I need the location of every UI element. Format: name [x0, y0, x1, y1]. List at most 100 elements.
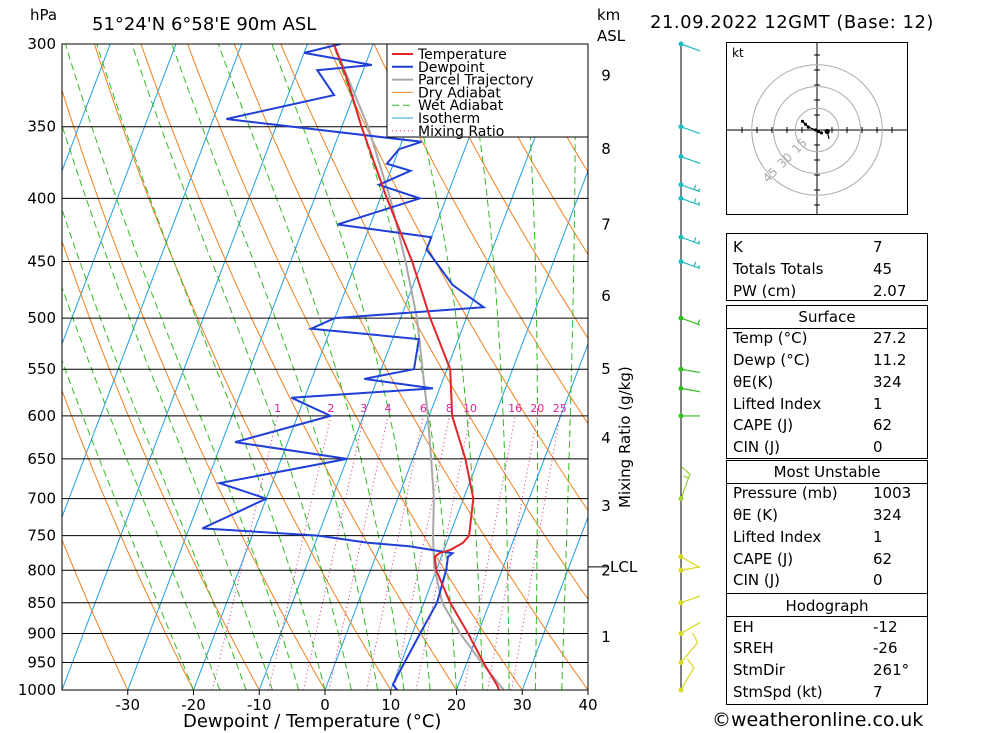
- plot-frame: [61, 43, 589, 691]
- mu-cin-value: 0: [873, 571, 883, 589]
- km-tick-label: 4: [601, 429, 611, 447]
- isotherm-line: [127, 44, 374, 690]
- wind-barb: [678, 315, 700, 326]
- isotherm-line: [324, 44, 571, 690]
- isotherm-line: [521, 515, 588, 690]
- pressure-tick-label: 300: [27, 35, 56, 53]
- wind-barb-flag: [697, 187, 700, 192]
- stmdir-label: StmDir: [733, 661, 785, 679]
- wind-barb-shaft: [680, 642, 699, 663]
- hodograph-point: [819, 131, 823, 135]
- mixing-ratio-line: [415, 415, 471, 690]
- hodograph-stats-panel: Hodograph EH -12 SREH -26 StmDir 261° StmSp…: [726, 593, 928, 705]
- wind-barb: [678, 154, 700, 165]
- mu-thetae-value: 324: [873, 506, 902, 524]
- wind-barb: [678, 234, 700, 245]
- pressure-tick-label: 650: [27, 450, 56, 468]
- mixing-ratio-line: [487, 415, 538, 690]
- hodograph-point: [803, 122, 807, 126]
- pw-value: 2.07: [873, 282, 907, 300]
- x-tick-label: 10: [381, 696, 400, 714]
- km-tick-label: 3: [601, 497, 611, 515]
- wind-barb-shaft: [680, 621, 700, 634]
- totals-totals-value: 45: [873, 260, 893, 278]
- wind-barb-flag: [697, 201, 700, 205]
- surface-temp-value: 27.2: [873, 329, 907, 347]
- wet-adiabat-line: [62, 123, 273, 690]
- dry-adiabat-line: [373, 44, 588, 425]
- wet-adiabat-line: [65, 44, 300, 690]
- pressure-tick-label: 500: [27, 309, 56, 327]
- pressure-tick-label: 350: [27, 118, 56, 136]
- pressure-tick-label: 950: [27, 653, 56, 671]
- hodograph-panel-title: Hodograph: [785, 597, 869, 615]
- wind-barb: [678, 182, 700, 193]
- parcel-trajectory-line: [332, 44, 505, 690]
- surface-cin-value: 0: [873, 438, 883, 456]
- mu-li-value: 1: [873, 528, 883, 546]
- mixing-ratio-line: [302, 415, 365, 690]
- surface-li-value: 1: [873, 395, 883, 413]
- pressure-tick-label: 450: [27, 253, 56, 271]
- isotherm-line: [62, 44, 177, 346]
- wind-barb: [678, 366, 700, 374]
- wind-barb: [678, 195, 700, 206]
- mu-pressure-label: Pressure (mb): [733, 484, 838, 502]
- dry-adiabat-line: [62, 88, 326, 690]
- pressure-tick-label: 850: [27, 594, 56, 612]
- mu-cape-label: CAPE (J): [733, 550, 794, 568]
- mixing-ratio-axis-label: Mixing Ratio (g/kg): [616, 366, 634, 508]
- wind-barb-halfflag: [697, 319, 700, 325]
- wind-barb-halfflag: [683, 475, 689, 479]
- legend-label: Dewpoint: [418, 60, 485, 76]
- legend-label: Mixing Ratio: [418, 124, 504, 140]
- mixing-ratio-line: [328, 415, 389, 690]
- mu-cin-label: CIN (J): [733, 571, 781, 589]
- wind-barb: [678, 413, 700, 419]
- stmspd-label: StmSpd (kt): [733, 683, 823, 701]
- km-tick-label: 5: [601, 360, 611, 378]
- wind-barb-shaft: [680, 184, 700, 193]
- pressure-tick-label: 400: [27, 189, 56, 207]
- most-unstable-panel: Most Unstable Pressure (mb) 1003 θE (K) 32…: [726, 460, 928, 595]
- wet-adiabat-line: [561, 44, 576, 690]
- xaxis-label: Dewpoint / Temperature (°C): [183, 711, 441, 732]
- wet-adiabat-line: [217, 44, 405, 690]
- wet-adiabat-line: [62, 359, 194, 690]
- dewpoint-line: [201, 44, 487, 690]
- mixing-ratio-value-label: 25: [553, 402, 567, 415]
- legend-label: Wet Adiabat: [418, 98, 504, 114]
- mixing-ratio-value-label: 8: [446, 402, 453, 415]
- km-tick-label: 2: [601, 561, 611, 579]
- storm-motion-arrow: [826, 129, 830, 140]
- isotherm-line: [62, 44, 308, 690]
- surface-cape-value: 62: [873, 416, 893, 434]
- hodograph-point: [800, 119, 805, 123]
- wind-barb: [678, 466, 691, 502]
- dry-adiabat-line: [420, 44, 588, 340]
- mixing-ratio-value-label: 2: [327, 402, 334, 415]
- surface-panel: Surface Temp (°C) 27.2 Dewp (°C) 11.2 θE(K…: [726, 305, 928, 459]
- wind-barb-halfflag: [693, 261, 697, 267]
- hodograph-point: [806, 125, 810, 129]
- asl-unit-label: ASL: [597, 27, 626, 45]
- lcl-label: LCL: [610, 558, 638, 576]
- mixing-ratio-value-label: 20: [530, 402, 544, 415]
- sreh-value: -26: [873, 639, 898, 657]
- wind-barb-halfflag: [693, 198, 697, 204]
- wind-barb: [678, 385, 700, 393]
- x-tick-label: -20: [181, 696, 206, 714]
- mu-thetae-label: θE (K): [733, 506, 778, 524]
- hodograph-point: [816, 129, 821, 134]
- indices-panel: K 7 Totals Totals 45 PW (cm) 2.07: [726, 233, 928, 301]
- surface-dewp-label: Dewp (°C): [733, 351, 811, 369]
- surface-temp-label: Temp (°C): [733, 329, 808, 347]
- wet-adiabat-line: [522, 44, 538, 690]
- hodograph-point: [813, 128, 818, 132]
- dry-adiabat-line: [466, 44, 588, 256]
- wind-barb: [678, 566, 700, 573]
- wind-barb-shaft: [680, 566, 700, 571]
- wind-barb: [678, 621, 700, 636]
